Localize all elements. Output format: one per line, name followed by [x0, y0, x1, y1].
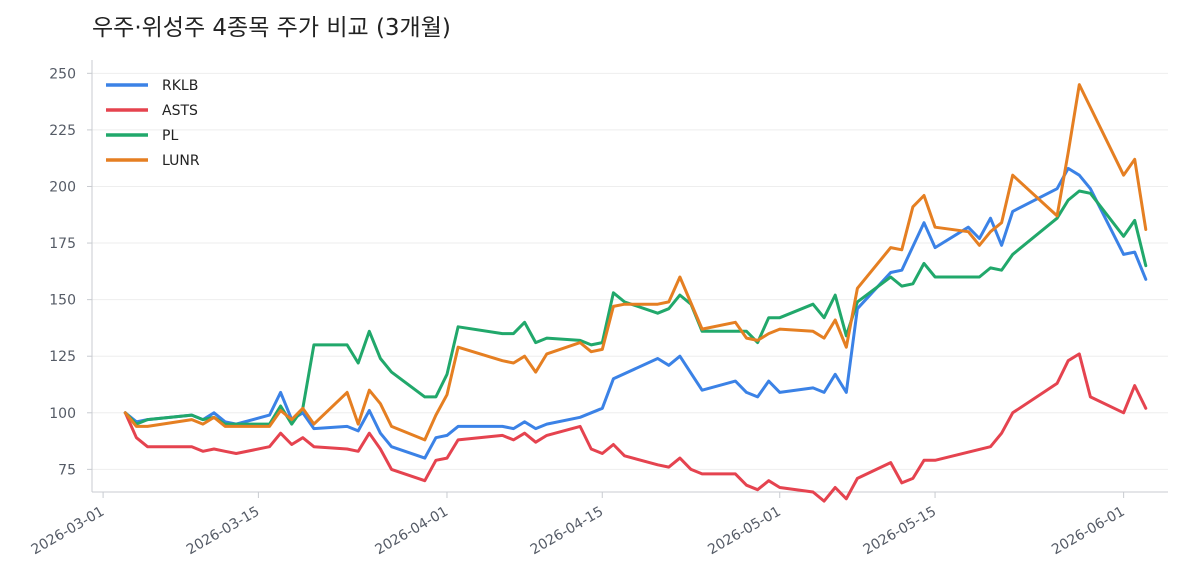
- x-tick-label: 2026-03-01: [29, 504, 107, 559]
- axes: 75 100 125 150 175 200 225 250 2026-03-01 2026-03…: [29, 60, 1168, 558]
- series-lines: [123, 83, 1148, 503]
- x-tick-label: 2026-04-15: [528, 504, 606, 559]
- y-tick-label: 225: [49, 123, 76, 139]
- x-tick-label: 2026-05-01: [705, 504, 783, 559]
- legend-label-asts: ASTS: [162, 103, 198, 119]
- chart-title: 우주·위성주 4종목 주가 비교 (3개월): [92, 15, 451, 41]
- legend-label-rklb: RKLB: [162, 78, 198, 94]
- series-line-lunr: [123, 83, 1148, 442]
- y-tick-label: 150: [49, 293, 76, 309]
- y-tick-label: 250: [49, 66, 76, 82]
- legend: RKLB ASTS PL LUNR: [106, 78, 200, 169]
- series-line-asts: [123, 352, 1148, 503]
- series-line-pl: [123, 189, 1148, 426]
- x-tick-label: 2026-06-01: [1049, 504, 1127, 559]
- x-tick-label: 2026-05-15: [861, 504, 939, 559]
- legend-label-pl: PL: [162, 128, 178, 144]
- x-tick-label: 2026-04-01: [372, 504, 450, 559]
- y-tick-label: 125: [49, 349, 76, 365]
- gridlines: [92, 72, 1168, 470]
- y-tick-label: 75: [58, 462, 76, 478]
- x-tick-label: 2026-03-15: [184, 504, 262, 559]
- y-tick-label: 175: [49, 236, 76, 252]
- legend-label-lunr: LUNR: [162, 153, 200, 169]
- y-tick-label: 200: [49, 179, 76, 195]
- y-tick-label: 100: [49, 406, 76, 422]
